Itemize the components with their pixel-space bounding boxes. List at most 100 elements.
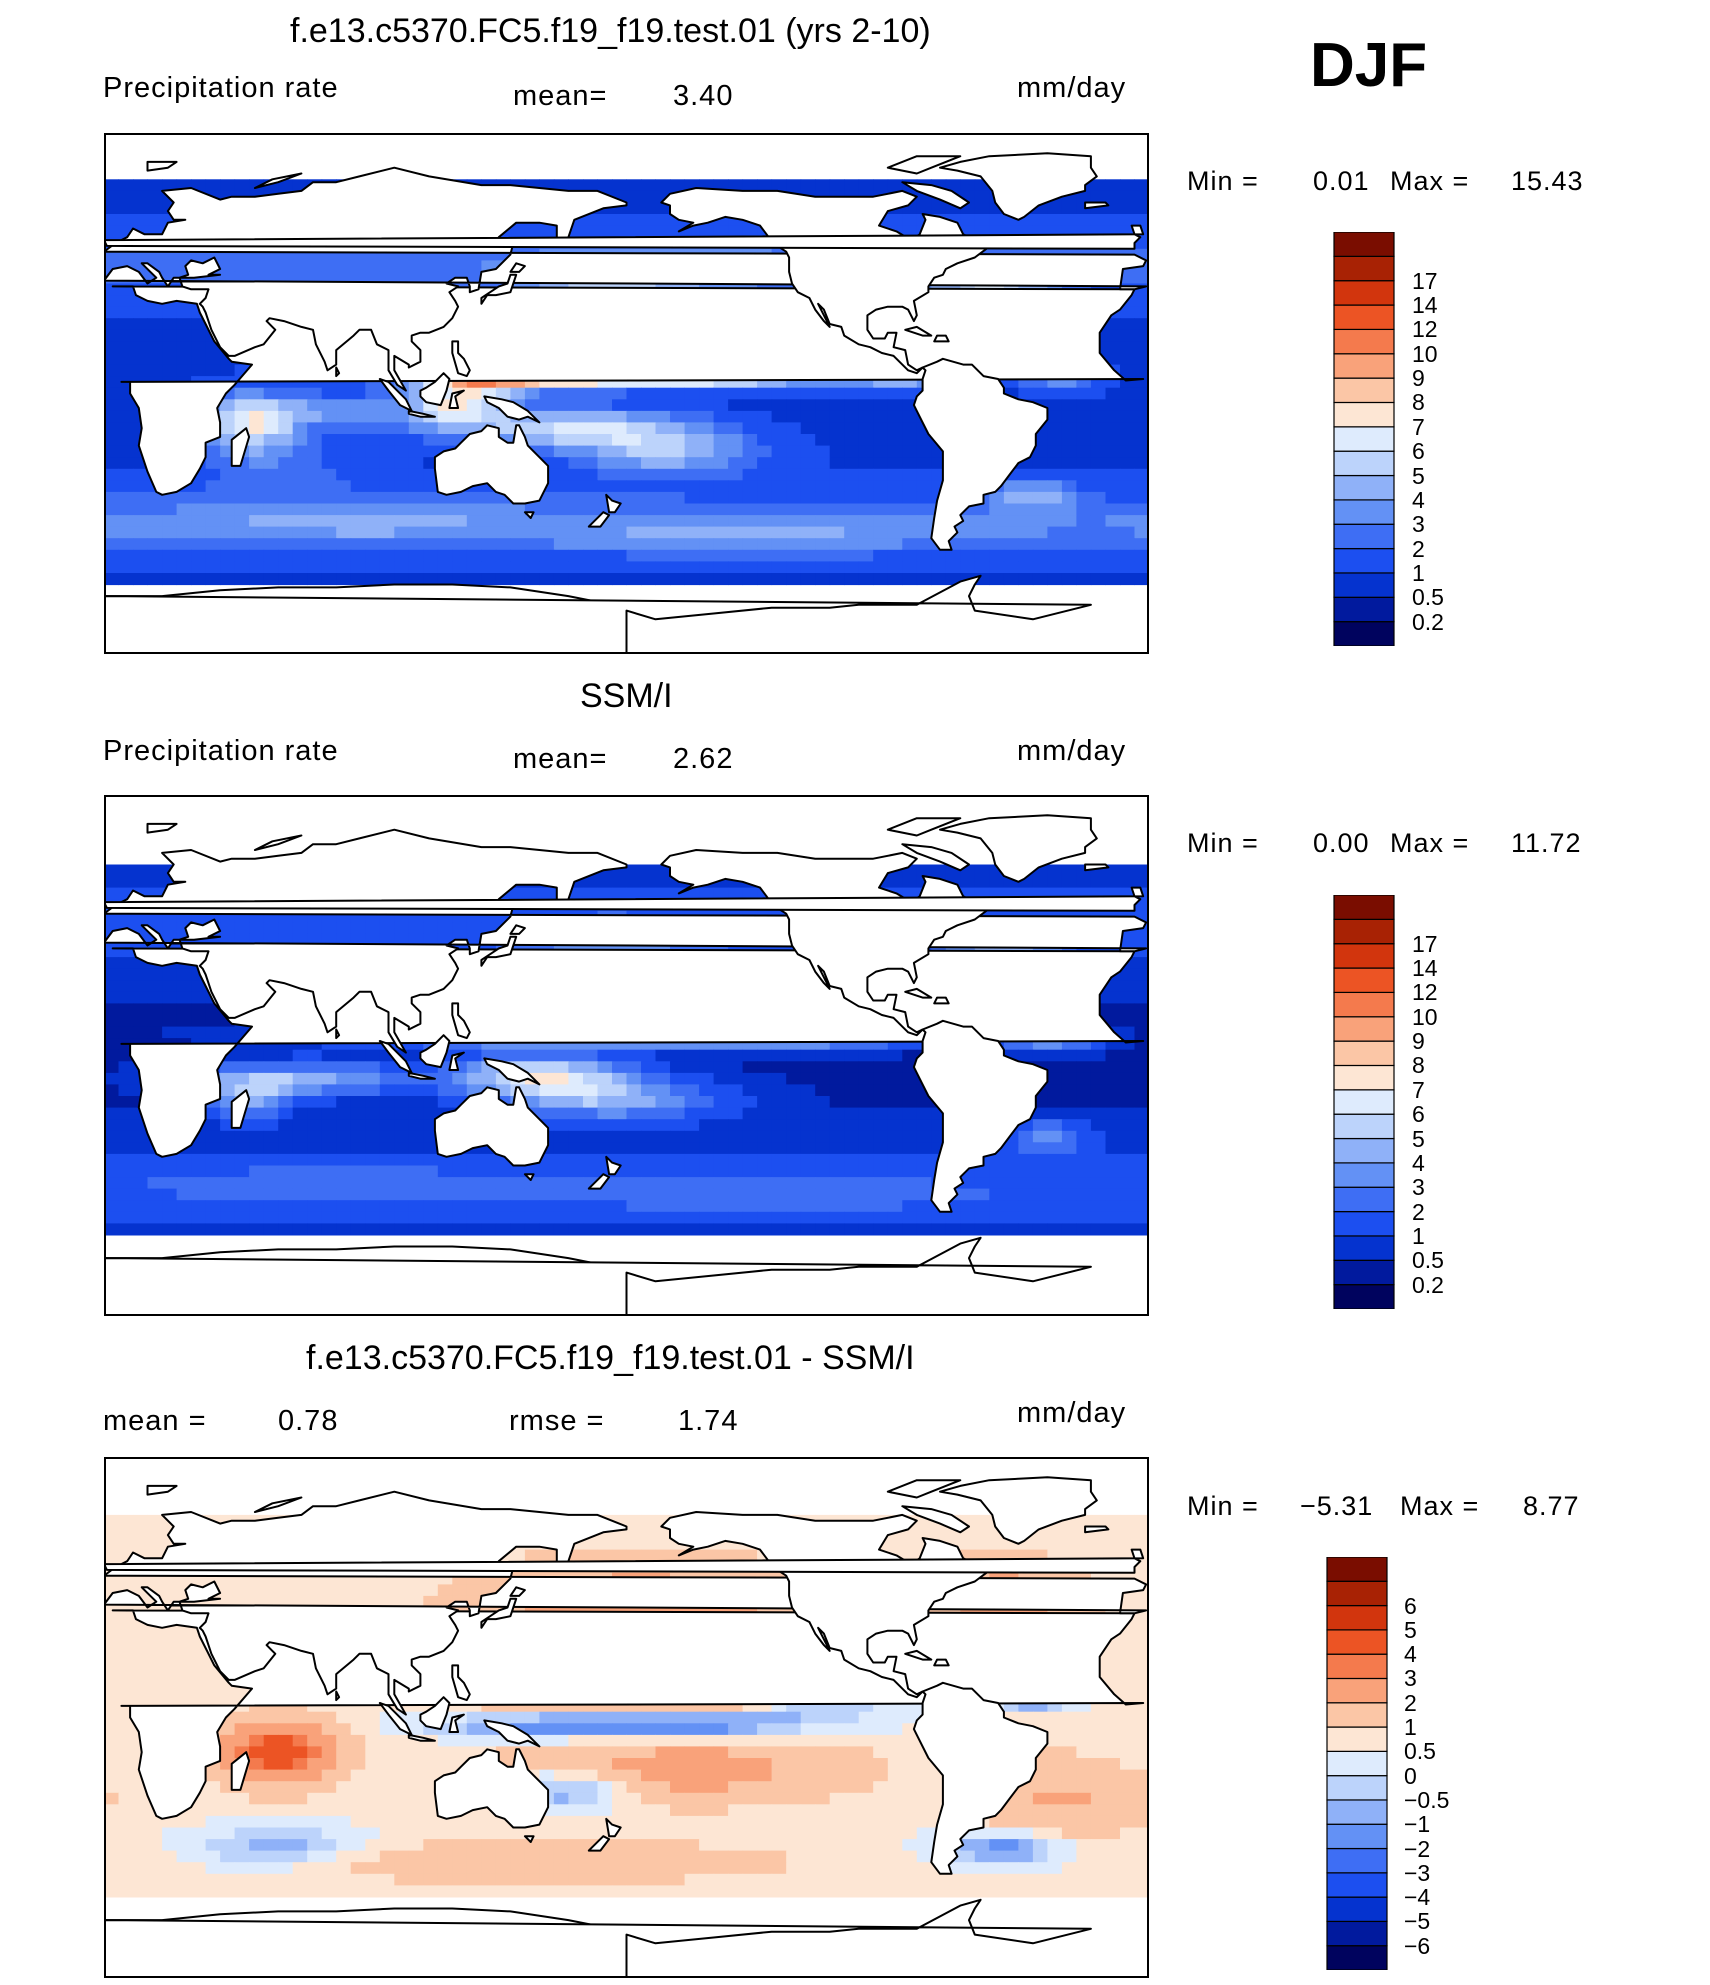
landmass-sulawesi [448, 389, 465, 409]
panel1-mean-label: mean= [513, 80, 608, 112]
landmass-sulawesi [448, 1713, 465, 1733]
colorbar-swatch [1333, 523, 1395, 550]
colorbar-tick-label: −3 [1404, 1859, 1431, 1886]
panel3-title: f.e13.c5370.FC5.f19_f19.test.01 - SSM/I [306, 1339, 915, 1377]
landmass-hispaniola [933, 1658, 950, 1667]
colorbar-tick-label: 8 [1412, 1052, 1425, 1079]
panel2-title: SSM/I [580, 677, 673, 715]
colorbar-swatch [1333, 596, 1395, 623]
colorbar-tick-label: 4 [1412, 486, 1425, 513]
colorbar-tick-label: 17 [1412, 930, 1438, 957]
landmass-novaya [253, 172, 303, 189]
colorbar-swatch [1326, 1872, 1388, 1898]
panel1-max-value: 15.43 [1511, 166, 1584, 196]
colorbar-swatch [1333, 1259, 1395, 1286]
landmass-hispaniola [933, 996, 950, 1005]
panel3-colorbar-svg [1326, 1557, 1388, 1970]
colorbar-tick-label: 5 [1404, 1616, 1417, 1643]
panel2-max-label: Max = [1390, 828, 1470, 858]
panel2-variable: Precipitation rate [103, 735, 339, 767]
colorbar-tick-label: 0 [1404, 1762, 1417, 1789]
colorbar-tick-label: 0.5 [1412, 1247, 1444, 1274]
colorbar-swatch [1333, 991, 1395, 1018]
colorbar-swatch [1333, 943, 1395, 969]
panel2-map [104, 795, 1149, 1316]
colorbar-swatch [1326, 1557, 1388, 1582]
landmass-borneo [419, 1696, 451, 1731]
colorbar-tick-label: 1 [1412, 1222, 1425, 1249]
colorbar-tick-label: 9 [1412, 365, 1425, 392]
landmass-ellesmere [886, 155, 962, 175]
colorbar-tick-label: 0.2 [1412, 608, 1444, 635]
landmass-nzs [587, 1173, 611, 1190]
colorbar-swatch [1333, 1089, 1395, 1115]
landmass-iceland [1084, 201, 1110, 210]
colorbar-tick-label: 3 [1404, 1665, 1417, 1692]
landmass-philippines [451, 340, 471, 378]
colorbar-swatch [1333, 255, 1395, 282]
panel3-mean-value: 0.78 [278, 1405, 339, 1437]
colorbar-swatch [1333, 1210, 1395, 1237]
colorbar-swatch [1333, 304, 1395, 331]
landmass-newguinea [483, 1057, 541, 1086]
landmass-japan [480, 273, 518, 305]
colorbar-tick-label: 6 [1412, 438, 1425, 465]
landmass-srilanka [335, 366, 341, 378]
landmass-sam [912, 357, 1049, 551]
landmass-antarctic2 [104, 1236, 1092, 1316]
colorbar-swatch [1326, 1580, 1388, 1607]
colorbar-tick-label: 1 [1412, 559, 1425, 586]
landmass-japan [480, 935, 518, 967]
panel3-map-svg [104, 1457, 1149, 1978]
panel3-min-value: −5.31 [1300, 1491, 1374, 1521]
colorbar-swatch [1333, 621, 1395, 646]
landmass-baffin [901, 843, 970, 872]
panel1-map-svg [104, 133, 1149, 654]
landmass-sam [912, 1019, 1049, 1213]
landmass-aus [433, 1086, 550, 1167]
colorbar-swatch [1333, 1040, 1395, 1067]
panel1-mean-value: 3.40 [673, 80, 734, 112]
map-frame [104, 1457, 1149, 1978]
colorbar-tick-label: 0.2 [1412, 1271, 1444, 1298]
colorbar-tick-label: 7 [1412, 413, 1425, 440]
landmass-srilanka [335, 1028, 341, 1040]
landmass-borneo [419, 1034, 451, 1069]
colorbar-swatch [1326, 1677, 1388, 1704]
colorbar-tick-label: 0.5 [1404, 1738, 1436, 1765]
landmass-java [407, 1733, 436, 1742]
colorbar-swatch [1333, 1016, 1395, 1042]
landmass-philippines [451, 1664, 471, 1702]
colorbar-swatch [1333, 499, 1395, 525]
colorbar-tick-label: 4 [1404, 1641, 1417, 1668]
colorbar-swatch [1326, 1604, 1388, 1631]
colorbar-swatch [1326, 1823, 1388, 1850]
landmass-ellesmere [886, 1479, 962, 1499]
colorbar-swatch [1326, 1945, 1388, 1970]
colorbar-tick-label: −1 [1404, 1811, 1431, 1838]
landmass-madagascar [230, 1751, 251, 1791]
colorbar-tick-label: 0.5 [1412, 584, 1444, 611]
panel3-max-label: Max = [1400, 1491, 1480, 1521]
landmass-java [407, 1071, 436, 1080]
colorbar-swatch [1326, 1920, 1388, 1947]
panel2-colorbar [1333, 895, 1395, 1309]
landmass-novaya [253, 1496, 303, 1513]
colorbar-swatch [1333, 1162, 1395, 1188]
landmass-nzn [605, 1155, 622, 1176]
landmass-tasmania [523, 511, 535, 519]
colorbar-swatch [1333, 401, 1395, 428]
colorbar-swatch [1326, 1799, 1388, 1825]
landmass-hispaniola [933, 334, 950, 343]
colorbar-tick-label: 2 [1412, 1198, 1425, 1225]
colorbar-swatch [1333, 280, 1395, 306]
colorbar-swatch [1333, 328, 1395, 355]
panel2-min-label: Min = [1187, 828, 1259, 858]
panel2-map-svg [104, 795, 1149, 1316]
landmass-madagascar [230, 1089, 251, 1129]
panel1-variable: Precipitation rate [103, 72, 339, 104]
colorbar-swatch [1326, 1653, 1388, 1680]
landmass-hokkaido [509, 924, 526, 935]
landmass-borneo [419, 372, 451, 407]
colorbar-tick-label: 4 [1412, 1149, 1425, 1176]
